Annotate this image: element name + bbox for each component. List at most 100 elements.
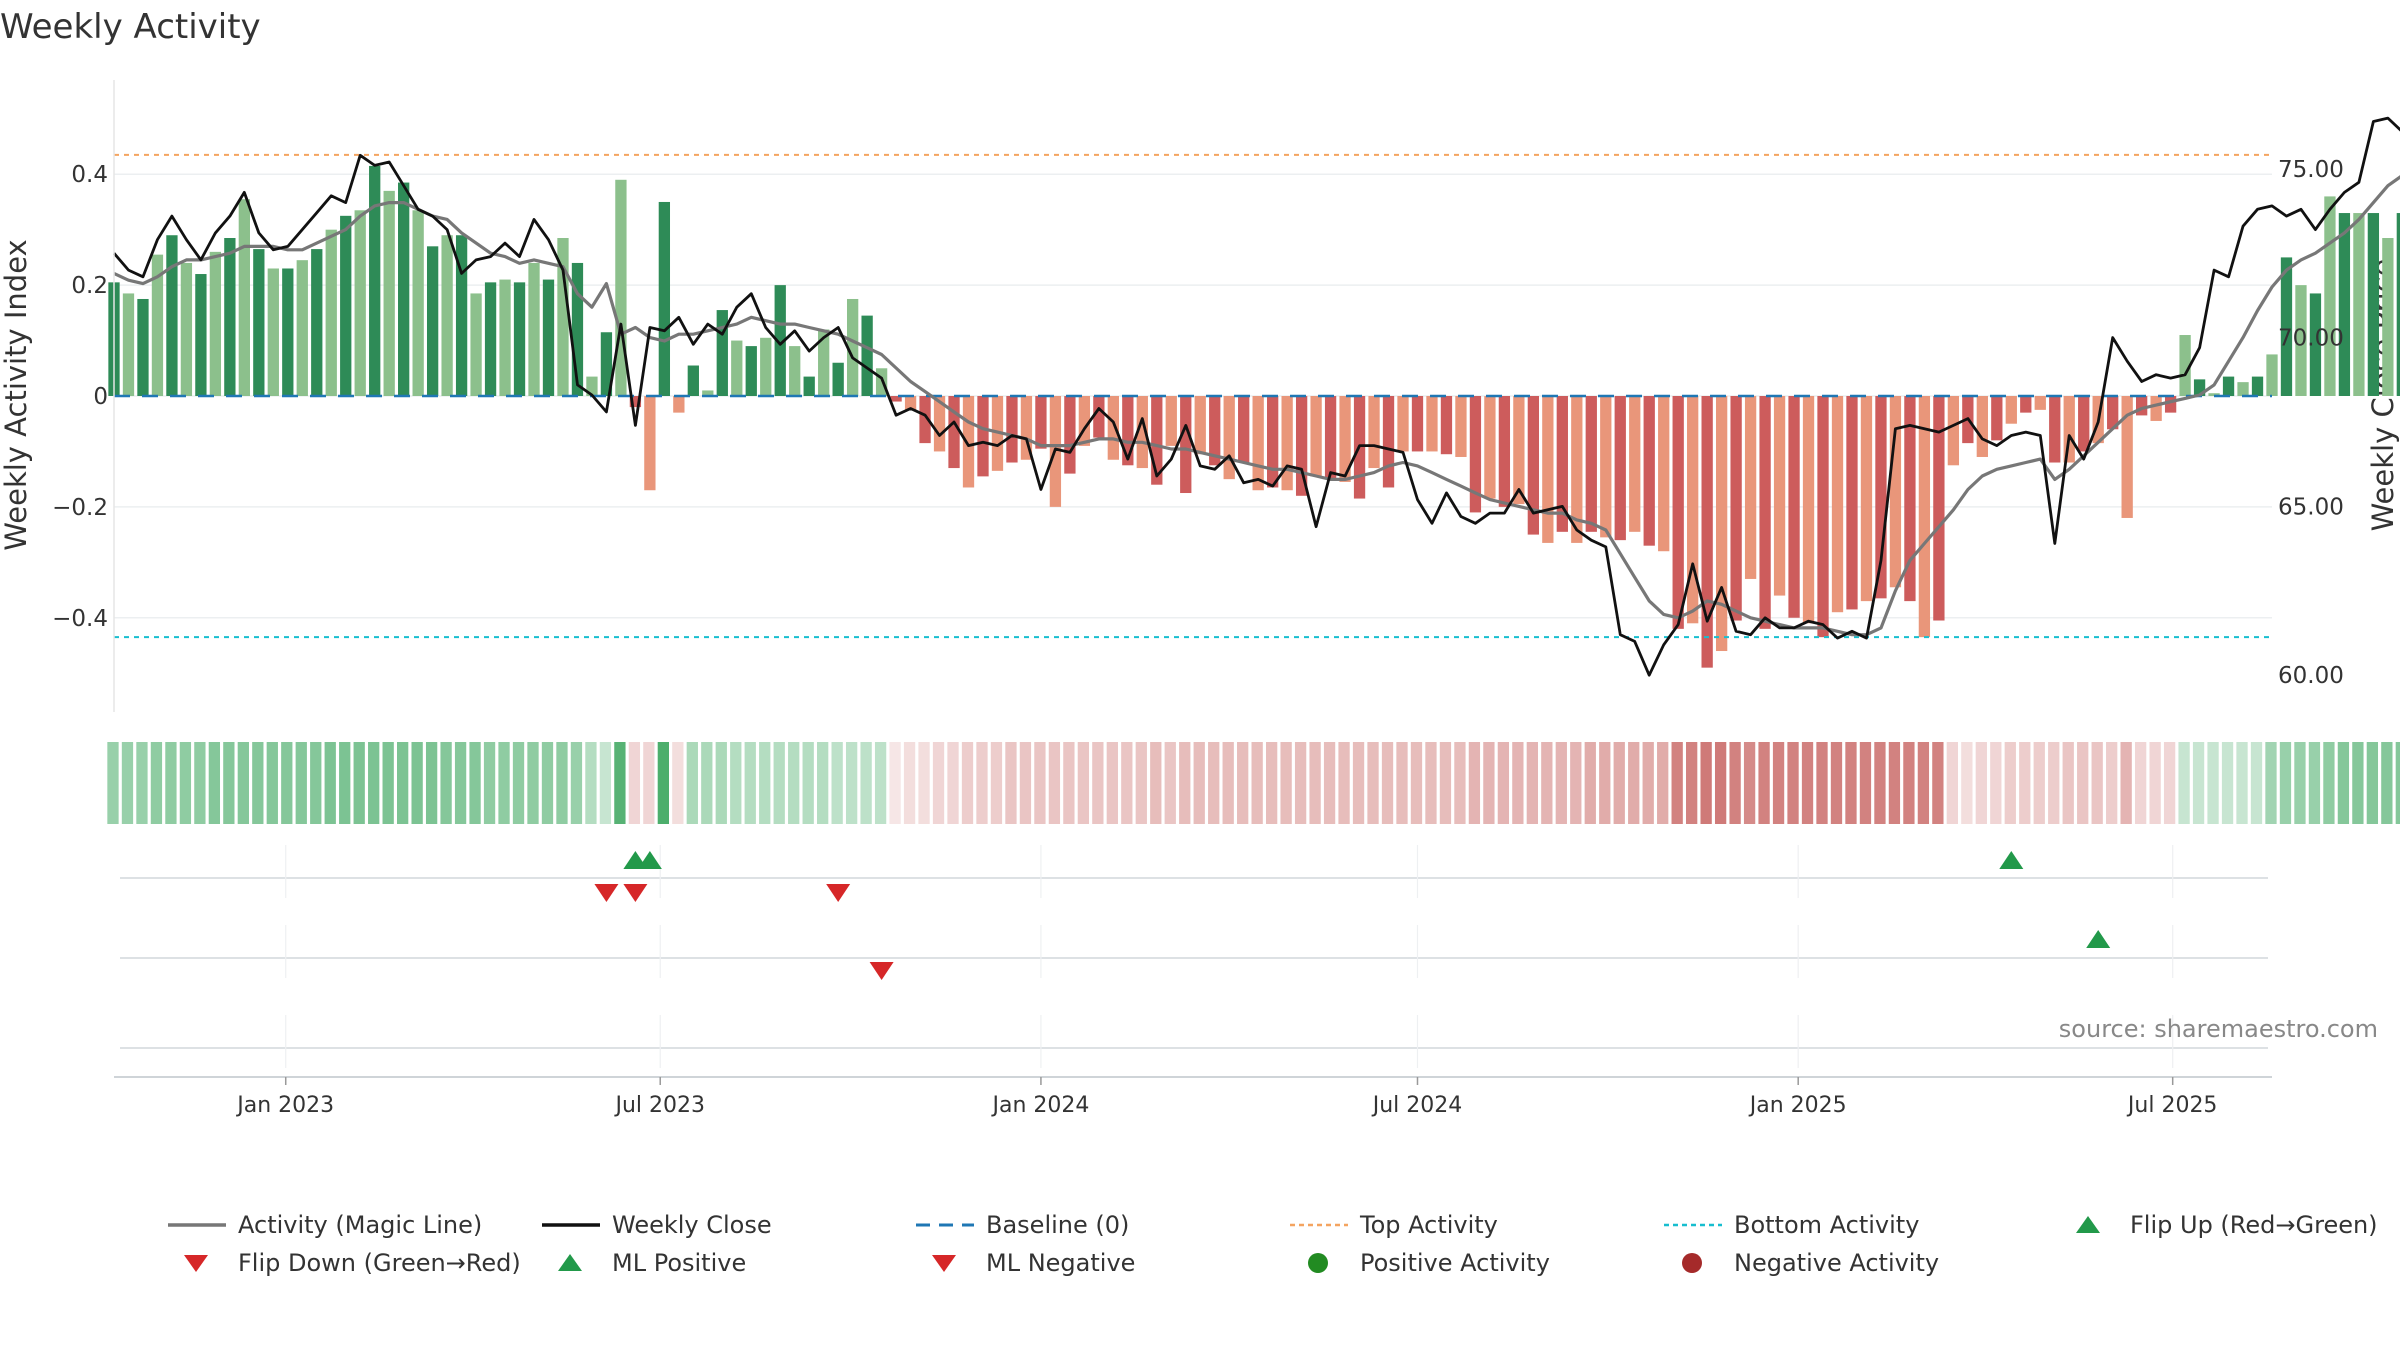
activity-bar <box>1889 396 1902 588</box>
activity-bar <box>760 337 772 396</box>
strength-cell <box>1975 742 1987 824</box>
strength-cell <box>165 742 177 824</box>
activity-bar <box>2049 396 2061 463</box>
activity-bar <box>1411 396 1424 452</box>
strength-cell <box>1772 742 1785 824</box>
flip-down-marker <box>826 884 851 902</box>
activity-bar <box>687 365 699 396</box>
x-axis: Jan 2023 Jul 2023 Jan 2024 Jul 2024 Jan 2025… <box>114 1076 2272 1118</box>
activity-bar <box>1513 396 1525 505</box>
activity-bar <box>1759 396 1771 629</box>
strength-cell <box>599 742 612 824</box>
activity-bar <box>1006 396 1018 463</box>
x-tick-label: Jul 2023 <box>613 1093 705 1118</box>
strength-cell <box>730 742 742 824</box>
x-tick-label: Jul 2024 <box>1371 1093 1463 1118</box>
activity-bar <box>2367 213 2380 396</box>
activity-bar <box>1933 396 1945 621</box>
legend-swatch-up-triangle <box>2076 1216 2100 1233</box>
activity-bar <box>1658 396 1670 552</box>
activity-bar <box>2237 382 2249 396</box>
activity-bar <box>1991 396 2003 441</box>
event-markers <box>120 845 2268 1068</box>
activity-strength-strip <box>107 742 2400 824</box>
activity-bar <box>2295 285 2307 396</box>
strength-cell <box>107 742 119 824</box>
legend-label: Bottom Activity <box>1734 1211 1919 1239</box>
legend-item-close: Weekly Close <box>542 1211 772 1239</box>
strength-cell <box>1208 742 1220 824</box>
strength-cell <box>874 742 887 824</box>
strength-cell <box>382 742 394 824</box>
activity-bar <box>716 310 728 396</box>
ml-negative-marker <box>869 962 894 980</box>
flip-down-marker <box>623 884 648 902</box>
activity-bar <box>513 282 526 396</box>
legend-swatch-up-triangle <box>558 1254 582 1271</box>
activity-bar <box>2251 376 2264 396</box>
activity-bar <box>919 396 931 444</box>
activity-bar <box>166 235 178 396</box>
activity-bar <box>1136 396 1148 469</box>
strength-cell <box>2192 742 2205 824</box>
activity-bar <box>354 210 366 396</box>
activity-bar <box>1585 396 1597 532</box>
strength-cell <box>1410 742 1423 824</box>
activity-bar <box>803 376 815 396</box>
strength-cell <box>2250 742 2263 824</box>
strength-cell <box>1164 742 1176 824</box>
legend-item-flip_up: Flip Up (Red→Green) <box>2076 1211 2378 1239</box>
activity-bar <box>861 315 873 396</box>
strength-cell <box>932 742 945 824</box>
activity-bar <box>818 329 830 396</box>
activity-bar <box>253 249 265 396</box>
activity-bar <box>340 215 352 396</box>
activity-bar <box>2280 257 2293 396</box>
strength-cell <box>2395 742 2400 824</box>
strength-cell <box>860 742 872 824</box>
activity-bar <box>1918 396 1931 638</box>
activity-bar <box>890 396 902 402</box>
magic-line <box>113 175 2400 637</box>
strength-cell <box>1497 742 1510 824</box>
activity-bar <box>1730 396 1742 621</box>
activity-bar <box>1281 396 1293 491</box>
activity-bar <box>209 251 222 396</box>
strength-cell <box>1179 742 1191 824</box>
activity-bar <box>2208 393 2220 396</box>
activity-bar <box>311 249 323 396</box>
strength-cell <box>121 742 134 824</box>
strength-cell <box>1758 742 1770 824</box>
strength-cell <box>947 742 959 824</box>
y-right-tick-label: 65.00 <box>2278 494 2344 520</box>
strength-cell <box>281 742 293 824</box>
strength-cell <box>1454 742 1466 824</box>
activity-bar <box>470 293 482 396</box>
activity-bar <box>1107 396 1119 460</box>
strength-cell <box>440 742 452 824</box>
strength-cell <box>425 742 438 824</box>
activity-bar <box>441 235 453 396</box>
strength-cell <box>1381 742 1394 824</box>
activity-bar <box>1295 396 1308 496</box>
activity-bar <box>1151 396 1163 485</box>
legend-item-ml_neg: ML Negative <box>932 1249 1135 1277</box>
strength-cell <box>1323 742 1336 824</box>
activity-bar <box>1020 396 1033 460</box>
activity-bar <box>673 396 685 413</box>
strength-cell <box>672 742 684 824</box>
activity-bar <box>1687 396 1699 624</box>
strength-cell <box>1686 742 1698 824</box>
strength-cell <box>903 742 916 824</box>
activity-bar <box>412 210 424 396</box>
activity-bar <box>702 390 714 396</box>
activity-bar <box>1339 396 1351 482</box>
activity-bar <box>238 199 250 396</box>
legend-item-ml_pos: ML Positive <box>558 1249 746 1277</box>
strength-cell <box>2163 742 2176 824</box>
strength-cell <box>194 742 206 824</box>
activity-bar <box>586 376 598 396</box>
ml-positive-marker <box>2086 930 2111 948</box>
strength-cell <box>585 742 597 824</box>
y-right-tick-label: 75.00 <box>2278 157 2344 183</box>
